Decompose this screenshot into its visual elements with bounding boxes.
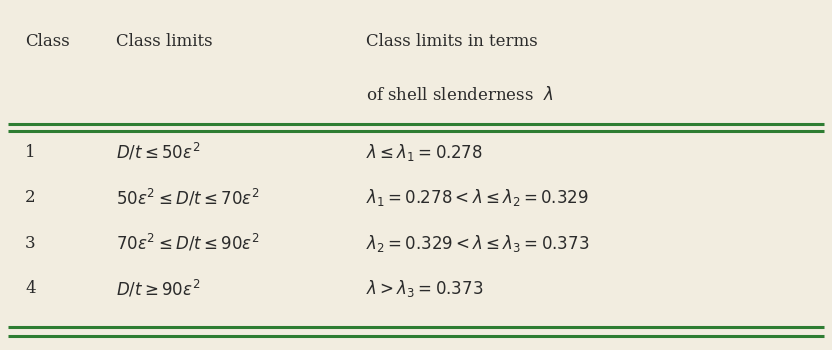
Text: Class: Class [25, 34, 70, 50]
Text: Class limits: Class limits [116, 34, 213, 50]
Text: $D/t \geq 90\varepsilon^2$: $D/t \geq 90\varepsilon^2$ [116, 278, 201, 299]
Text: $D/t \leq 50\varepsilon^2$: $D/t \leq 50\varepsilon^2$ [116, 142, 201, 163]
Text: Class limits in terms: Class limits in terms [366, 34, 537, 50]
Text: of shell slenderness  $\lambda$: of shell slenderness $\lambda$ [366, 85, 553, 104]
Text: $70\varepsilon^2 \leq D/t \leq 90\varepsilon^2$: $70\varepsilon^2 \leq D/t \leq 90\vareps… [116, 233, 260, 254]
Text: $\lambda \leq \lambda_1 = 0.278$: $\lambda \leq \lambda_1 = 0.278$ [366, 142, 483, 163]
Text: $50\varepsilon^2 \leq D/t \leq 70\varepsilon^2$: $50\varepsilon^2 \leq D/t \leq 70\vareps… [116, 187, 260, 208]
Text: $\lambda_2 = 0.329 < \lambda \leq \lambda_3 = 0.373$: $\lambda_2 = 0.329 < \lambda \leq \lambd… [366, 233, 589, 254]
Text: $\lambda_1 = 0.278 < \lambda \leq \lambda_2 = 0.329$: $\lambda_1 = 0.278 < \lambda \leq \lambd… [366, 187, 588, 208]
Text: 4: 4 [25, 280, 36, 297]
Text: 2: 2 [25, 189, 36, 206]
Text: $\lambda > \lambda_3 = 0.373$: $\lambda > \lambda_3 = 0.373$ [366, 278, 483, 299]
Text: 3: 3 [25, 235, 36, 252]
Text: 1: 1 [25, 144, 36, 161]
